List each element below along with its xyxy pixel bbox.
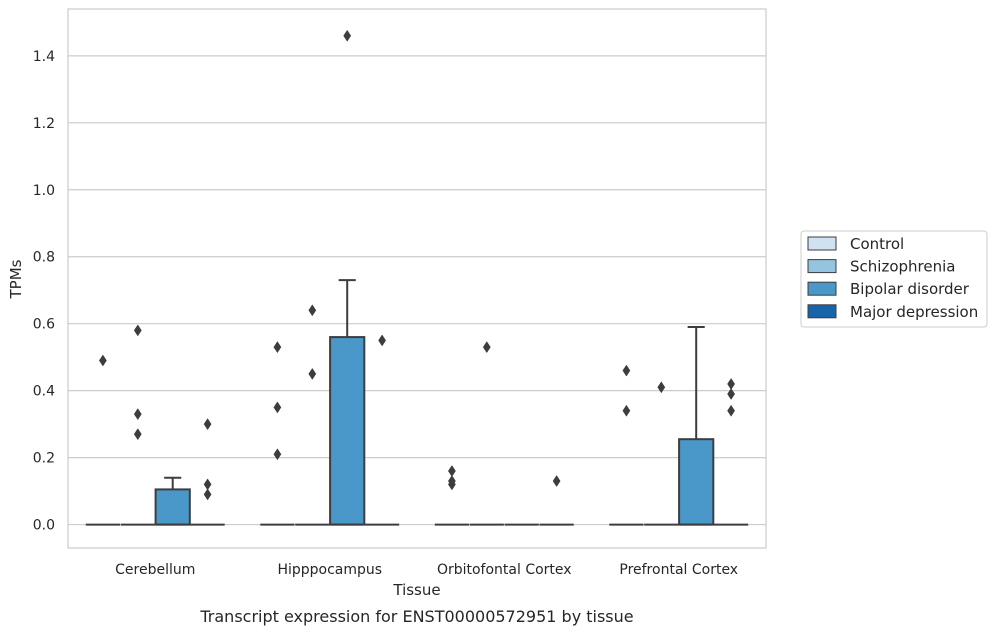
outlier-point	[378, 334, 386, 347]
outlier-point	[448, 465, 456, 477]
grid-layer	[68, 55, 766, 526]
outlier-point	[308, 304, 317, 317]
legend-swatch	[807, 304, 837, 319]
outlier-point	[727, 388, 735, 400]
y-tick-labels: 0.0 0.2 0.4 0.6 0.8 1.0 1.2 1.4	[33, 49, 55, 534]
outlier-point	[133, 324, 142, 337]
legend-label: Bipolar disorder	[850, 280, 970, 298]
outlier-point	[622, 364, 631, 377]
outlier-point	[273, 341, 282, 354]
y-tick-label: 0.6	[33, 317, 55, 333]
legend-swatch	[807, 259, 837, 274]
legend-label: Schizophrenia	[850, 258, 955, 276]
outlier-point	[343, 29, 352, 42]
box-body	[154, 488, 191, 526]
chart-caption: Transcript expression for ENST0000057295…	[199, 607, 633, 626]
outlier-point	[482, 341, 491, 354]
box-bipolar-disorder	[154, 476, 191, 526]
outlier-point	[657, 381, 666, 394]
outlier-point	[622, 404, 631, 417]
x-tick-label: Cerebellum	[115, 562, 195, 578]
outlier-point	[203, 478, 212, 491]
outlier-point	[727, 378, 735, 390]
outlier-point	[133, 408, 142, 421]
legend-label: Control	[850, 235, 904, 253]
outliers-layer	[99, 29, 735, 501]
box-body	[329, 336, 366, 526]
x-tick-label: Hipppocampus	[277, 562, 382, 578]
boxes-layer	[85, 279, 749, 526]
x-tick-label: Orbitofontal Cortex	[437, 562, 572, 578]
legend: Control Schizophrenia Bipolar disorder Majo…	[800, 230, 988, 328]
legend-swatch	[807, 236, 837, 251]
outlier-point	[308, 367, 317, 380]
legend-frame	[800, 230, 988, 328]
outlier-point	[273, 448, 282, 461]
legend-label: Major depression	[850, 303, 978, 321]
box-bipolar-disorder	[329, 279, 366, 526]
y-tick-label: 0.2	[33, 451, 55, 467]
box-body	[678, 438, 715, 526]
outlier-point	[203, 418, 212, 431]
outlier-point	[203, 488, 212, 501]
y-tick-label: 1.0	[33, 183, 55, 199]
y-tick-label: 1.2	[33, 116, 55, 132]
x-axis-label: Tissue	[392, 581, 440, 599]
outlier-point	[273, 401, 282, 414]
y-tick-label: 0.8	[33, 250, 55, 266]
legend-items: Control Schizophrenia Bipolar disorder Majo…	[807, 235, 978, 321]
x-tick-labels: Cerebellum Hipppocampus Orbitofontal Corte…	[115, 562, 738, 578]
outlier-point	[133, 428, 142, 441]
y-tick-label: 1.4	[33, 49, 55, 65]
outlier-point	[552, 475, 561, 487]
outlier-point	[727, 404, 735, 417]
legend-swatch	[807, 281, 837, 296]
y-axis-label: TPMs	[7, 259, 25, 299]
outlier-point	[99, 354, 107, 367]
plot-frame	[67, 8, 767, 549]
box-bipolar-disorder	[678, 326, 715, 526]
y-tick-label: 0.0	[33, 518, 55, 534]
outlier-point	[448, 475, 456, 487]
y-tick-label: 0.4	[33, 384, 55, 400]
x-tick-label: Prefrontal Cortex	[619, 562, 738, 578]
